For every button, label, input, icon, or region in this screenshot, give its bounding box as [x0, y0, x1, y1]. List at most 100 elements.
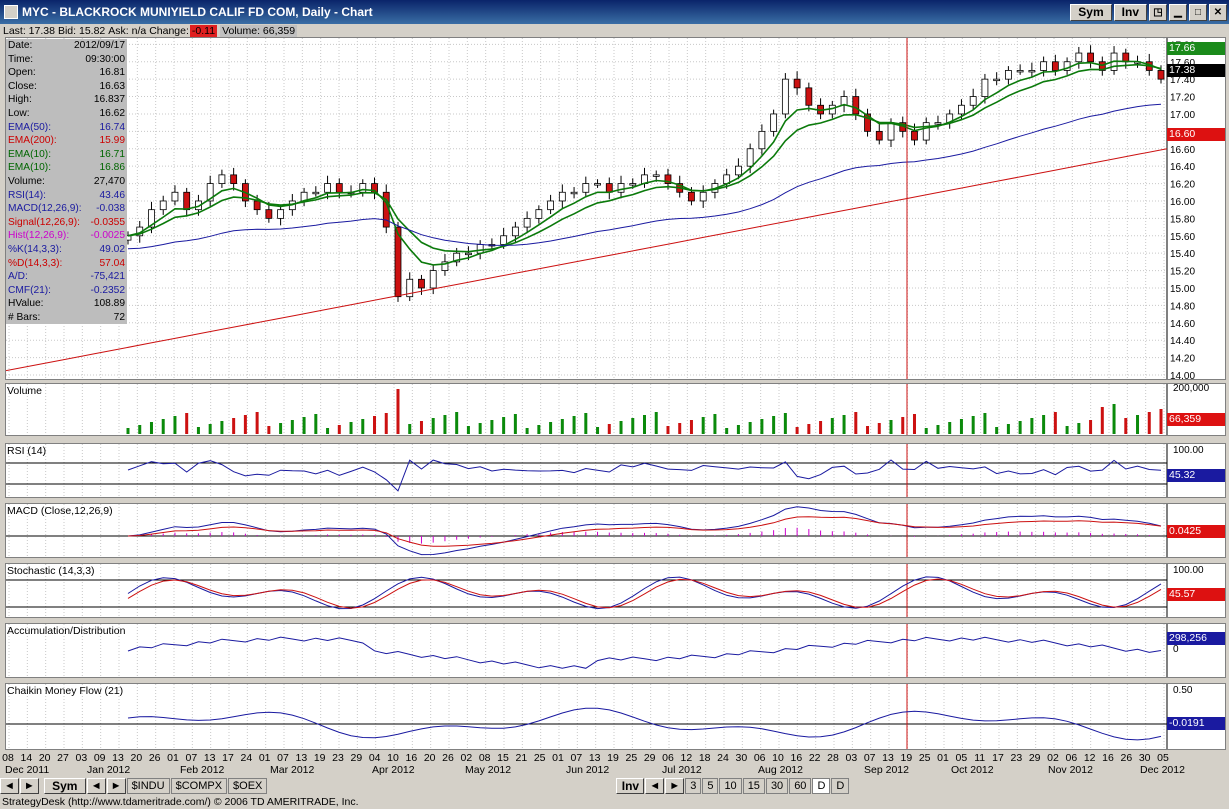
interval-tab-30[interactable]: 30 — [765, 777, 789, 794]
price-tick-label: 14.40 — [1170, 336, 1195, 347]
symbol-tab-compx[interactable]: $COMPX — [170, 777, 228, 794]
rsi-panel[interactable]: RSI (14) 100.00 45.32 — [5, 443, 1226, 498]
rsi-top-tick: 100.00 — [1173, 445, 1204, 456]
interval-tab-10[interactable]: 10 — [719, 777, 742, 794]
cmf-panel[interactable]: Chaikin Money Flow (21) 0.50 -0.0191 — [5, 683, 1226, 750]
candle — [864, 113, 871, 132]
candle — [958, 104, 965, 115]
candle — [394, 226, 402, 298]
month-label: Jul 2012 — [662, 764, 702, 776]
date-tick-label: 27 — [57, 752, 69, 764]
date-tick-label: 24 — [717, 752, 729, 764]
restore-chart-icon[interactable]: ◳ — [1149, 3, 1167, 21]
symbol-tab-indu[interactable]: $INDU — [126, 777, 170, 794]
price-chart-svg[interactable]: 17.8017.6017.4017.2017.0016.8016.6016.40… — [6, 38, 1226, 380]
sym-button[interactable]: Sym — [1070, 3, 1112, 21]
volume-panel[interactable]: Volume 200,000 66,359 — [5, 383, 1226, 436]
candle — [1016, 70, 1024, 73]
volume-bar — [842, 415, 846, 434]
volume-bar — [631, 418, 635, 434]
data-row: HValue: 108.89 — [6, 297, 127, 311]
candle — [230, 174, 238, 184]
date-tick-label: 01 — [552, 752, 564, 764]
volume-bar — [654, 412, 658, 434]
data-label: HValue: — [8, 298, 44, 310]
data-row: %D(14,3,3): 57.04 — [6, 257, 127, 271]
candle — [218, 174, 226, 184]
volume-bar — [513, 414, 517, 434]
price-tick-label: 15.00 — [1170, 284, 1195, 295]
footer-copyright: StrategyDesk (http://www.tdameritrade.co… — [0, 796, 1229, 809]
month-label: Mar 2012 — [270, 764, 315, 776]
volume-bar — [866, 426, 870, 434]
candle — [406, 278, 414, 298]
volume-bar — [572, 416, 576, 434]
bottom-inv-button[interactable]: Inv — [616, 777, 645, 794]
volume-bar — [901, 417, 905, 434]
volume-bar — [220, 421, 224, 434]
candle — [735, 165, 742, 176]
date-tick-label: 06 — [662, 752, 674, 764]
volume-bar — [760, 419, 764, 434]
volume-bar — [983, 413, 987, 434]
interval-tab-3[interactable]: 3 — [685, 777, 702, 794]
interval-next-icon[interactable]: ► — [665, 777, 685, 794]
date-tick-label: 16 — [405, 752, 418, 764]
candle — [547, 200, 554, 211]
volume-bar — [1053, 412, 1057, 434]
month-label: Jan 2012 — [87, 764, 131, 776]
interval-tab-d[interactable]: D — [831, 777, 850, 794]
interval-prev-icon[interactable]: ◄ — [645, 777, 665, 794]
data-row: Volume: 27,470 — [6, 175, 127, 189]
date-tick-label: 13 — [112, 752, 124, 764]
close-icon[interactable]: ✕ — [1209, 3, 1227, 21]
volume-bar — [408, 424, 412, 434]
volume-bar — [795, 427, 799, 434]
symbol-tab-oex[interactable]: $OEX — [228, 777, 268, 794]
scroll-left-icon[interactable]: ◄ — [0, 777, 19, 794]
macd-panel[interactable]: MACD (Close,12,26,9) 0.0425 — [5, 503, 1226, 558]
candle — [993, 78, 1001, 82]
sym-prev-icon[interactable]: ◄ — [86, 777, 106, 794]
volume-bar — [971, 416, 975, 434]
ad-panel[interactable]: Accumulation/Distribution 298,256 0 — [5, 623, 1226, 678]
candle — [500, 235, 508, 245]
data-label: A/D: — [8, 271, 28, 283]
price-tick-label: 14.60 — [1170, 319, 1195, 330]
interval-tab-15[interactable]: 15 — [742, 777, 765, 794]
price-tick-label: 17.60 — [1170, 58, 1195, 69]
stochastic-svg — [6, 564, 1168, 617]
candle — [911, 130, 918, 141]
month-label: Sep 2012 — [864, 764, 909, 776]
data-value: 57.04 — [99, 257, 126, 269]
inv-button[interactable]: Inv — [1113, 3, 1147, 21]
volume-bar — [419, 421, 423, 434]
candle — [688, 191, 695, 202]
window-title: MYC - BLACKROCK MUNIYIELD CALIF FD COM, … — [22, 5, 373, 19]
interval-tab-60[interactable]: 60 — [789, 777, 812, 794]
sym-next-icon[interactable]: ► — [106, 777, 126, 794]
date-tick-label: 02 — [1047, 752, 1059, 764]
price-tick-label: 17.20 — [1170, 93, 1195, 104]
cmf-line — [127, 707, 1162, 741]
stochastic-panel[interactable]: Stochastic (14,3,3) 100.00 45.57 — [5, 563, 1226, 618]
minimize-icon[interactable]: ▁ — [1169, 3, 1187, 21]
candle — [465, 252, 472, 256]
volume-bar — [1136, 415, 1140, 434]
bottom-sym-button[interactable]: Sym — [43, 777, 86, 794]
date-tick-label: 06 — [1065, 752, 1078, 764]
maximize-icon[interactable]: □ — [1189, 3, 1207, 21]
data-value: -0.0025 — [90, 230, 125, 242]
date-tick-label: 13 — [882, 752, 894, 764]
date-tick-label: 21 — [515, 752, 528, 764]
candle — [793, 78, 801, 89]
scroll-right-icon[interactable]: ► — [19, 777, 39, 794]
interval-tab-5[interactable]: 5 — [702, 777, 719, 794]
interval-tab-d-active[interactable]: D — [812, 777, 831, 794]
volume-bar — [361, 419, 365, 434]
ad-label: Accumulation/Distribution — [7, 625, 126, 637]
chart-app-icon — [4, 5, 18, 19]
month-label: Aug 2012 — [758, 764, 803, 776]
price-chart-panel[interactable]: 17.8017.6017.4017.2017.0016.8016.6016.40… — [5, 37, 1226, 380]
candle — [582, 183, 590, 193]
